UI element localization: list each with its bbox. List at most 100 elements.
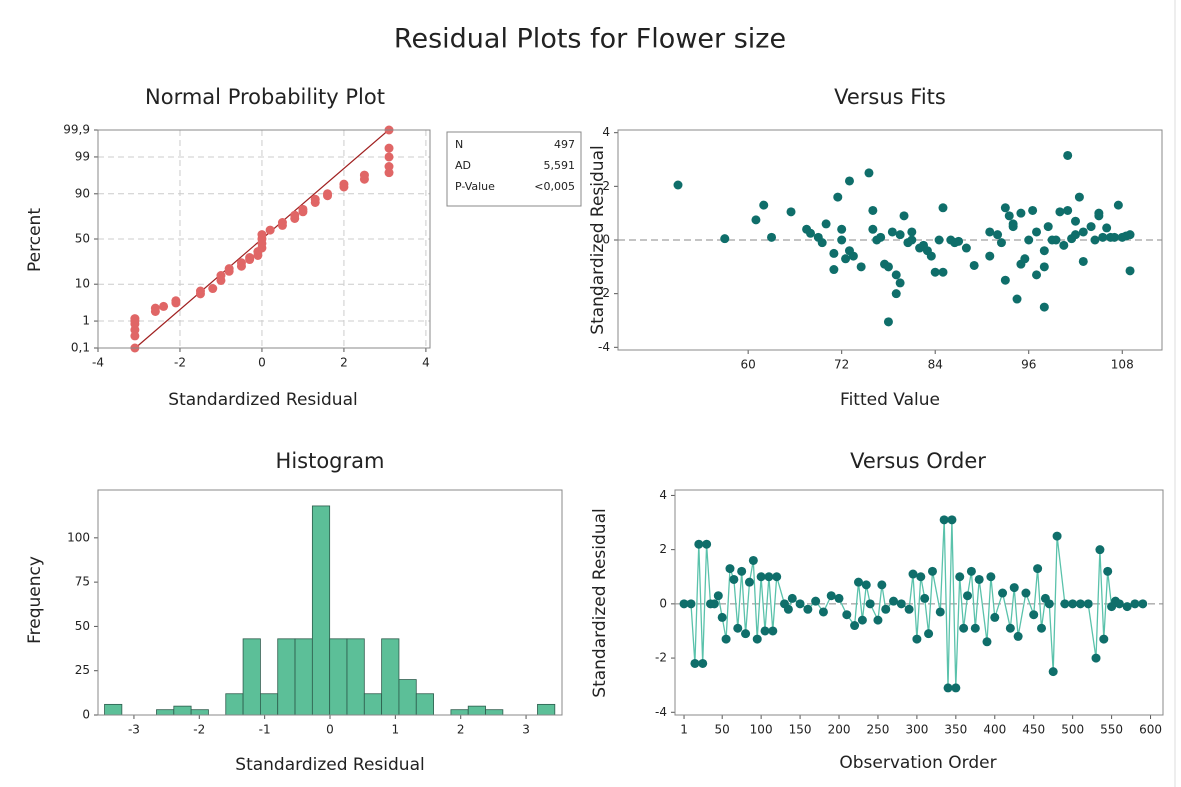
- point: [277, 218, 287, 228]
- point: [924, 629, 934, 639]
- point: [694, 539, 704, 549]
- point: [1008, 222, 1018, 232]
- point: [768, 626, 778, 636]
- point: [772, 572, 782, 582]
- point: [725, 564, 735, 574]
- point: [1029, 610, 1039, 620]
- bar: [311, 505, 331, 716]
- point: [208, 284, 218, 294]
- point: [130, 314, 140, 324]
- point: [1130, 599, 1140, 609]
- x-tick-label: 500: [1061, 723, 1084, 737]
- point: [384, 152, 394, 162]
- point: [954, 236, 964, 246]
- stat-value: 5,591: [544, 159, 576, 172]
- point: [970, 623, 980, 633]
- point: [895, 230, 905, 240]
- point: [853, 577, 863, 587]
- point: [891, 289, 901, 299]
- point: [767, 232, 777, 242]
- point: [1102, 223, 1112, 233]
- point: [1016, 208, 1026, 218]
- stat-value: 497: [554, 138, 575, 151]
- point: [1039, 246, 1049, 256]
- point: [1060, 599, 1070, 609]
- point: [829, 265, 839, 275]
- point: [833, 192, 843, 202]
- x-tick-label: 300: [905, 723, 928, 737]
- point: [1063, 150, 1073, 160]
- bar: [415, 693, 434, 716]
- point: [224, 264, 234, 274]
- point: [969, 260, 979, 270]
- y-tick-label: 99,9: [63, 123, 90, 137]
- x-tick-label: -2: [193, 723, 205, 737]
- point: [883, 317, 893, 327]
- point: [1138, 599, 1148, 609]
- point: [848, 251, 858, 261]
- stat-value: <0,005: [534, 180, 575, 193]
- point: [737, 566, 747, 576]
- y-tick-label: 2: [602, 179, 610, 193]
- plot-frame: [97, 489, 563, 716]
- point: [841, 254, 851, 264]
- bar: [294, 638, 313, 716]
- point: [939, 515, 949, 525]
- point: [935, 607, 945, 617]
- point: [359, 170, 369, 180]
- x-tick-label: 550: [1100, 723, 1123, 737]
- stat-label: N: [455, 138, 463, 151]
- x-tick-label: 50: [715, 723, 730, 737]
- point: [245, 252, 255, 262]
- point: [1013, 631, 1023, 641]
- y-axis-label: Percent: [25, 208, 45, 272]
- y-tick-label: -4: [598, 340, 610, 354]
- point: [1000, 203, 1010, 213]
- y-axis-label: Frequency: [25, 556, 45, 644]
- point: [1024, 235, 1034, 245]
- point: [1075, 599, 1085, 609]
- bar: [329, 638, 348, 716]
- x-tick-label: 0: [326, 723, 334, 737]
- y-tick-label: 0: [82, 708, 90, 722]
- bar: [190, 709, 209, 716]
- point: [818, 607, 828, 617]
- y-axis-label: Standardized Residual: [588, 145, 608, 334]
- point: [1070, 216, 1080, 226]
- x-tick-label: 2: [340, 356, 348, 370]
- point: [702, 539, 712, 549]
- bar: [259, 693, 279, 716]
- point: [741, 629, 751, 639]
- panel-title: Versus Fits: [834, 85, 946, 109]
- point: [986, 572, 996, 582]
- panel-title: Histogram: [276, 449, 385, 473]
- point: [1051, 235, 1061, 245]
- point: [759, 200, 769, 210]
- y-tick-label: 0: [659, 596, 667, 610]
- bar: [381, 638, 400, 716]
- x-tick-label: -3: [128, 723, 140, 737]
- x-tick-label: 72: [834, 358, 849, 372]
- point: [947, 515, 957, 525]
- point: [817, 238, 827, 248]
- point: [298, 204, 308, 214]
- point: [323, 189, 333, 199]
- point: [916, 572, 926, 582]
- point: [912, 634, 922, 644]
- x-tick-label: 2: [457, 723, 465, 737]
- point: [1083, 599, 1093, 609]
- x-tick-label: 250: [867, 723, 890, 737]
- y-tick-label: -2: [598, 286, 610, 300]
- point: [857, 615, 867, 625]
- y-tick-label: 50: [75, 232, 90, 246]
- point: [904, 604, 914, 614]
- point: [1078, 227, 1088, 237]
- plot-frame: [97, 129, 431, 349]
- point: [720, 234, 730, 244]
- point: [1090, 235, 1100, 245]
- point: [1086, 222, 1096, 232]
- point: [1099, 634, 1109, 644]
- point: [887, 227, 897, 237]
- y-tick-label: 4: [659, 488, 667, 502]
